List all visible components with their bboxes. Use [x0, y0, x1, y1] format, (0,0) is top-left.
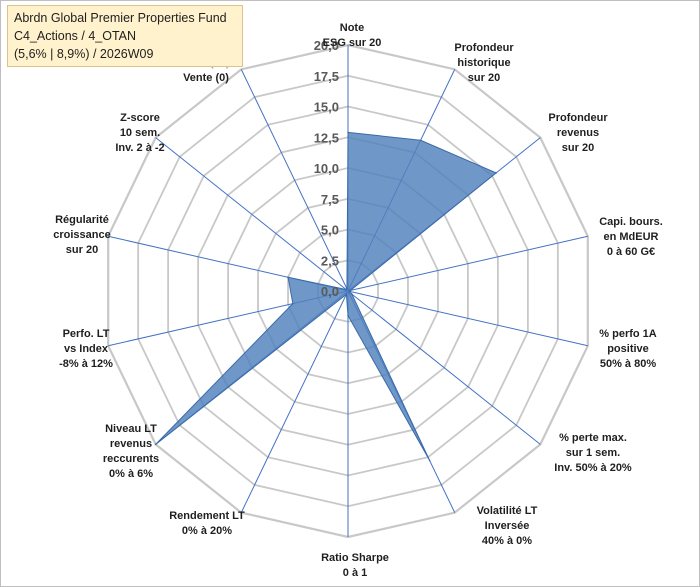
axis-label-line: Profondeur — [454, 42, 514, 54]
axis-label-6: % perte max. sur 1 sem. Inv. 50% à 20% — [554, 432, 632, 474]
axis-label-line: 0 à 1 — [343, 567, 367, 579]
axis-spoke — [347, 235, 588, 292]
series-point — [346, 287, 348, 290]
axis-label-line: sur 20 — [66, 244, 98, 256]
axis-label-line: Inversée — [485, 520, 530, 532]
axis-label-line: ESG sur 20 — [323, 37, 382, 49]
axis-label-2: Profondeur historique sur 20 — [454, 42, 514, 84]
axis-label-line: Z-score — [120, 112, 160, 124]
tick-label: 2,5 — [321, 253, 339, 268]
axis-label-line: 0% à 6% — [109, 468, 153, 480]
axis-label-line: Régularité — [55, 214, 109, 226]
axis-spoke — [347, 290, 541, 445]
axis-label-line: Niveau LT — [105, 423, 157, 435]
axis-spoke — [155, 137, 349, 292]
tick-label: 20,0 — [314, 38, 339, 53]
axis-label-5: % perfo 1A positive 50% à 80% — [599, 328, 657, 370]
axis-label-line: Note — [340, 22, 364, 34]
axis-label-line: % perte max. — [559, 432, 627, 444]
axis-label-line: historique — [457, 57, 510, 69]
axis-label-9: Rendement LT 0% à 20% — [169, 510, 245, 537]
tick-label: 10,0 — [314, 161, 339, 176]
radar-series — [154, 131, 498, 462]
series-point — [351, 293, 353, 295]
axis-label-line: -8% à 12% — [59, 358, 113, 370]
axis-label-line: positive — [607, 343, 649, 355]
axis-label-line: Inv. 2 à -2 — [115, 142, 164, 154]
series-point — [345, 293, 348, 296]
series-point — [348, 290, 350, 293]
axis-label-12: Régularité croissance sur 20 — [53, 214, 110, 256]
axis-label-1: Note ESG sur 20 — [323, 22, 382, 49]
axis-label-line: Profondeur — [548, 112, 608, 124]
axis-label-line: sur 20 — [562, 142, 594, 154]
radar-tick-labels: 0,0 2,5 5,0 7,5 10,0 12,5 15,0 17,5 20,0 — [314, 38, 339, 299]
series-point — [154, 443, 157, 446]
axis-label-3: Profondeur revenus sur 20 — [548, 112, 608, 154]
tick-label: 5,0 — [321, 223, 339, 238]
series-point — [347, 314, 349, 317]
axis-spoke — [347, 290, 588, 347]
fund-name: Abrdn Global Premier Properties Fund — [14, 11, 227, 25]
tick-label: 17,5 — [314, 69, 339, 84]
axis-label-8: Ratio Sharpe 0 à 1 — [321, 552, 389, 579]
axis-label-line: sur 1 sem. — [566, 447, 620, 459]
axis-label-line: sur 20 — [468, 72, 500, 84]
tick-label: 0,0 — [321, 284, 339, 299]
fund-stats: (5,6% | 8,9%) / 2026W09 — [14, 47, 154, 61]
axis-label-7: Volatilité LT Inversée 40% à 0% — [477, 505, 538, 547]
axis-spoke — [240, 290, 349, 513]
axis-label-line: Ratio Sharpe — [321, 552, 389, 564]
series-point — [292, 302, 294, 305]
axis-label-11: Perfo. LT vs Index -8% à 12% — [59, 328, 113, 370]
series-point — [495, 172, 497, 174]
axis-label-line: vs Index — [64, 343, 109, 355]
axis-label-line: 0 à 60 G€ — [607, 246, 655, 258]
series-point — [347, 131, 349, 134]
axis-label-10: Niveau LT revenus reccurents 0% à 6% — [103, 423, 159, 480]
axis-label-line: croissance — [53, 229, 110, 241]
series-point — [287, 276, 289, 279]
axis-label-line: 10 sem. — [120, 127, 160, 139]
axis-label-line: Volatilité LT — [477, 505, 538, 517]
axis-label-line: revenus — [110, 438, 152, 450]
axis-label-line: reccurents — [103, 453, 159, 465]
axis-label-line: Perfo. LT — [63, 328, 110, 340]
axis-label-13: Z-score 10 sem. Inv. 2 à -2 — [115, 112, 164, 154]
axis-label-line: Rendement LT — [169, 510, 245, 522]
fund-title-box: Abrdn Global Premier Properties Fund C4_… — [7, 5, 243, 67]
axis-label-line: en MdEUR — [604, 231, 659, 243]
axis-label-line: Vente (0) — [183, 72, 229, 84]
series-point — [419, 139, 422, 142]
radar-axis-labels: Note ESG sur 20 Profondeur historique sur 20… — [53, 22, 663, 579]
axis-label-line: % perfo 1A — [599, 328, 657, 340]
tick-label: 7,5 — [321, 192, 339, 207]
axis-label-line: 50% à 80% — [600, 358, 656, 370]
axis-label-line: Inv. 50% à 20% — [554, 462, 632, 474]
axis-label-line: revenus — [557, 127, 599, 139]
axis-label-line: 0% à 20% — [182, 525, 232, 537]
series-point — [349, 289, 352, 292]
tick-label: 12,5 — [314, 130, 339, 145]
fund-category: C4_Actions / 4_OTAN — [14, 29, 137, 43]
axis-spoke — [240, 69, 349, 292]
axis-label-line: Capi. bours. — [599, 216, 663, 228]
tick-label: 15,0 — [314, 100, 339, 115]
axis-label-4: Capi. bours. en MdEUR 0 à 60 G€ — [599, 216, 663, 258]
series-point — [428, 459, 431, 462]
axis-label-line: 40% à 0% — [482, 535, 532, 547]
